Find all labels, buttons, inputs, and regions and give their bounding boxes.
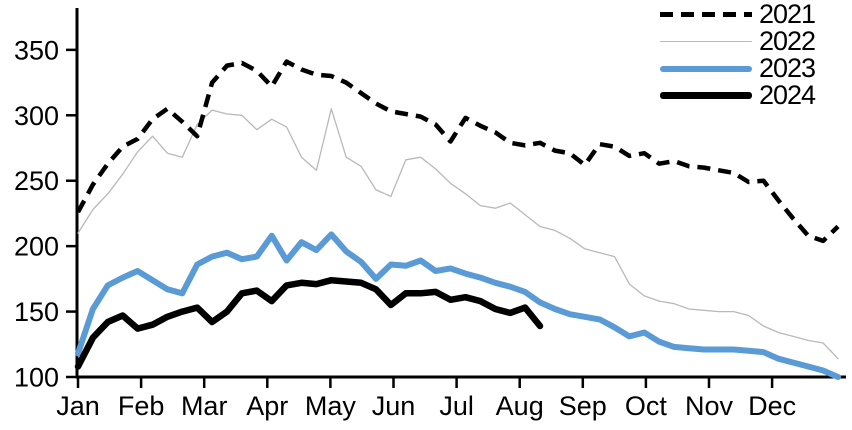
x-axis-label: Jan xyxy=(56,391,100,421)
chart-legend: 2021 2022 2023 2024 xyxy=(660,0,816,110)
x-axis-label: Nov xyxy=(685,391,734,421)
y-axis-label: 300 xyxy=(14,101,59,131)
x-axis-label: May xyxy=(305,391,357,421)
x-axis-label: Sep xyxy=(559,391,607,421)
legend-label: 2022 xyxy=(759,26,816,56)
legend-swatch-dashed-line xyxy=(660,12,752,17)
x-axis-label: Jul xyxy=(439,391,474,421)
legend-item-2021: 2021 xyxy=(660,0,816,29)
legend-item-2024: 2024 xyxy=(660,80,816,110)
series-line-2022 xyxy=(77,108,839,360)
y-axis-label: 150 xyxy=(14,297,59,327)
legend-swatch-black-line xyxy=(660,92,752,99)
y-axis-label: 200 xyxy=(14,232,59,262)
legend-label: 2023 xyxy=(759,53,816,83)
legend-label: 2021 xyxy=(759,0,816,29)
y-axis-label: 350 xyxy=(14,35,59,65)
legend-swatch-blue-line xyxy=(660,65,752,72)
x-axis-label: Feb xyxy=(118,391,165,421)
x-axis-label: Mar xyxy=(181,391,228,421)
series-line-2023 xyxy=(75,231,841,380)
legend-swatch-thin-line xyxy=(660,41,752,42)
legend-label: 2024 xyxy=(759,80,816,110)
x-axis-label: Jun xyxy=(372,391,416,421)
legend-item-2023: 2023 xyxy=(660,53,816,83)
x-axis-label: Aug xyxy=(496,391,544,421)
series-line-2024 xyxy=(74,276,544,370)
y-axis-label: 100 xyxy=(14,363,59,393)
x-axis-label: Oct xyxy=(625,391,668,421)
legend-item-2022: 2022 xyxy=(660,26,816,56)
x-axis-label: Dec xyxy=(748,391,796,421)
x-axis-label: Apr xyxy=(246,391,288,421)
y-axis-label: 250 xyxy=(14,166,59,196)
